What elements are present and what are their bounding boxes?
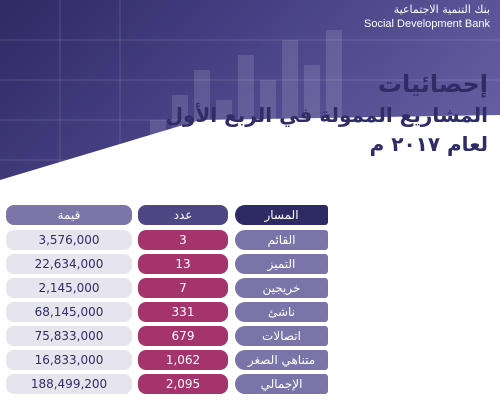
bank-name-arabic: بنك التنمية الاجتماعية <box>393 3 490 16</box>
total-count: 2,095 <box>138 374 228 394</box>
column-header-track: المسار <box>235 205 328 225</box>
row-count: 331 <box>138 302 228 322</box>
bank-name-english: Social Development Bank <box>364 18 490 30</box>
total-track: الإجمالي <box>235 374 328 394</box>
row-count: 3 <box>138 230 228 250</box>
page-subtitle-year: لعام ٢٠١٧ م <box>369 132 488 156</box>
statistics-table: قيمة عدد المسار 3,576,000 3 القائم 22,63… <box>0 200 500 400</box>
hero-banner: بنك التنمية الاجتماعية Social Developmen… <box>0 0 500 200</box>
row-value: 3,576,000 <box>6 230 132 250</box>
row-track: خريجين <box>235 278 328 298</box>
row-track: التميز <box>235 254 328 274</box>
column-header-count: عدد <box>138 205 228 225</box>
row-track: اتصالات <box>235 326 328 346</box>
row-value: 68,145,000 <box>6 302 132 322</box>
row-value: 22,634,000 <box>6 254 132 274</box>
column-header-value: قيمة <box>6 205 132 225</box>
row-track: ناشئ <box>235 302 328 322</box>
page-subtitle: المشاريع الممولة في الربع الأول <box>165 103 488 127</box>
total-value: 188,499,200 <box>6 374 132 394</box>
row-count: 1,062 <box>138 350 228 370</box>
row-count: 13 <box>138 254 228 274</box>
row-track: القائم <box>235 230 328 250</box>
row-count: 679 <box>138 326 228 346</box>
row-track: متناهي الصغر <box>235 350 328 370</box>
row-value: 75,833,000 <box>6 326 132 346</box>
row-value: 2,145,000 <box>6 278 132 298</box>
decorative-chart-graphic <box>0 0 500 200</box>
page-title: إحصائيات <box>377 70 488 98</box>
row-count: 7 <box>138 278 228 298</box>
row-value: 16,833,000 <box>6 350 132 370</box>
